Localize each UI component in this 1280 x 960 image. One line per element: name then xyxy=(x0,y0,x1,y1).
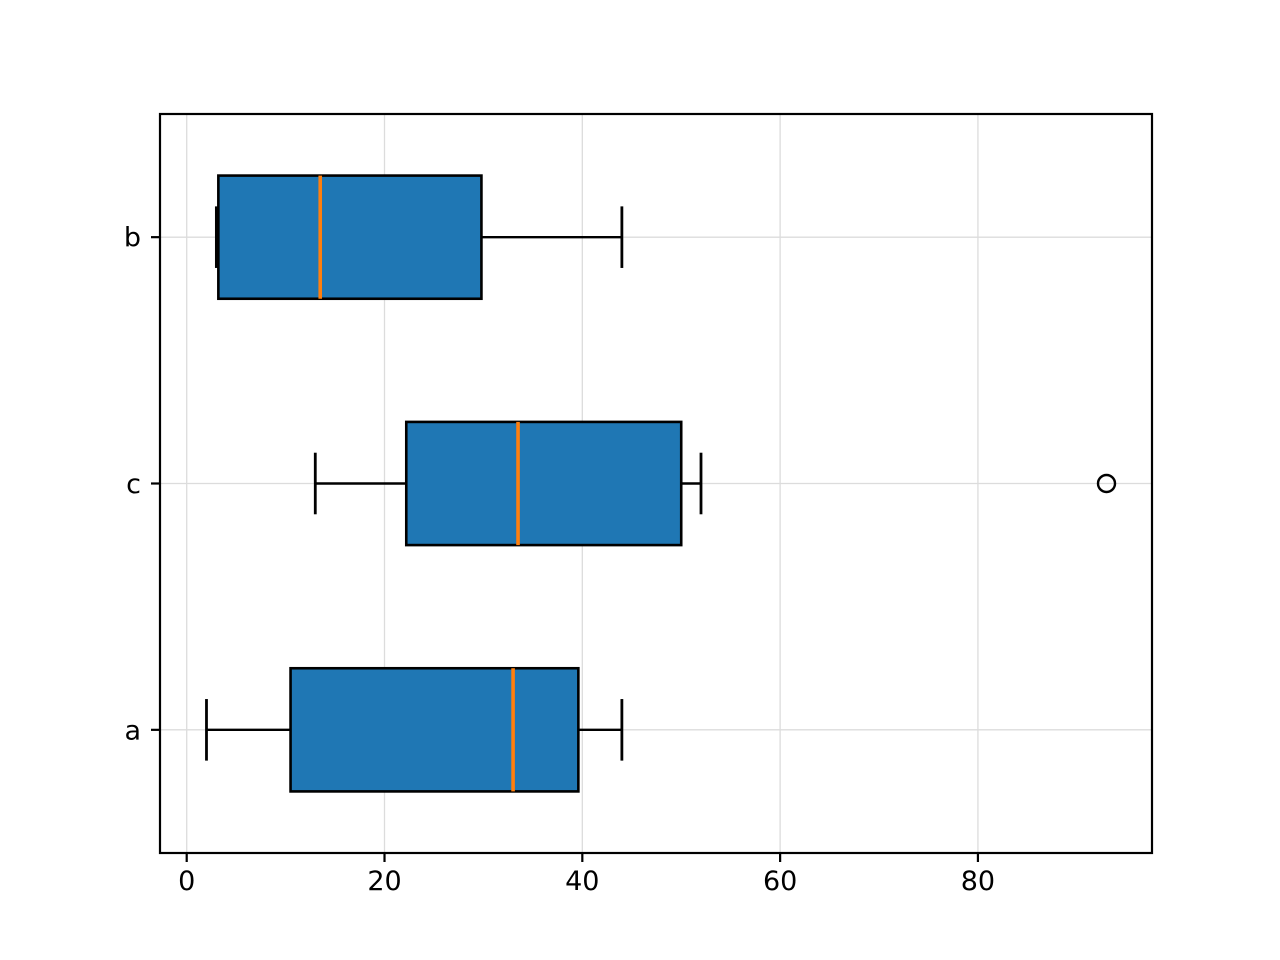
y-tick-label-b: b xyxy=(124,223,141,254)
x-tick-label-80: 80 xyxy=(961,866,995,897)
y-tick-label-c: c xyxy=(126,469,141,500)
box-a xyxy=(289,666,580,793)
box-c xyxy=(404,420,683,547)
x-tick-label-60: 60 xyxy=(763,866,797,897)
x-tick-label-20: 20 xyxy=(367,866,401,897)
y-tick-label-a: a xyxy=(124,715,141,746)
box-b xyxy=(217,174,483,301)
x-tick-label-0: 0 xyxy=(178,866,195,897)
x-tick-label-40: 40 xyxy=(565,866,599,897)
outlier-c-0 xyxy=(1096,473,1117,494)
